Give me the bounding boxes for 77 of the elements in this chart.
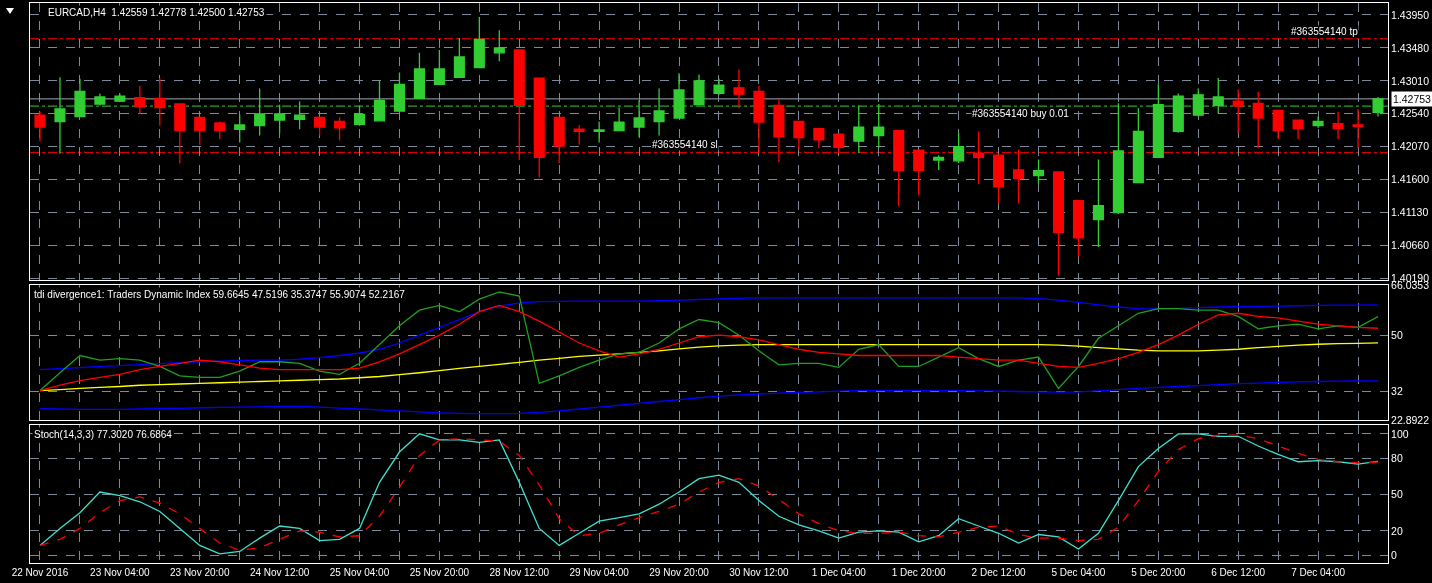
y-tick-label: 22.8922 — [1391, 413, 1430, 426]
x-tick-label: 5 Dec 04:00 — [1051, 567, 1106, 578]
chart-title: tdi divergence1: Traders Dynamic Index 59.6645 47.5196 35.3747 55.9074 52.2167 — [34, 289, 406, 300]
line-series — [39, 380, 1379, 415]
y-tick-label: 1.41600 — [1391, 173, 1430, 186]
candlestick — [114, 92, 126, 103]
y-tick-label: 80 — [1391, 451, 1403, 464]
candlestick — [1272, 109, 1284, 140]
y-tick-label: 1.42070 — [1391, 140, 1430, 153]
y-tick-label: 100 — [1391, 427, 1409, 440]
y-tick-label: 20 — [1391, 524, 1403, 537]
candlestick — [1072, 200, 1084, 258]
x-tick-label: 1 Dec 20:00 — [891, 567, 947, 578]
y-tick-label: 50 — [1391, 328, 1403, 341]
candlestick — [813, 127, 825, 149]
x-tick-label: 23 Nov 20:00 — [170, 567, 230, 578]
candlestick — [953, 132, 965, 164]
y-tick-label: 32 — [1391, 385, 1403, 398]
candlestick — [573, 124, 585, 146]
x-tick-label: 22 Nov 2016 — [11, 567, 69, 578]
ref-line-label: #363554140 tp — [1291, 26, 1359, 37]
x-tick-label: 29 Nov 04:00 — [569, 567, 630, 578]
ref-line-label: #363554140 buy 0.01 — [972, 108, 1070, 119]
x-tick-label: 1 Dec 04:00 — [811, 567, 867, 578]
candlestick — [1312, 115, 1324, 129]
chart-title: EURCAD,H4 1.42559 1.42778 1.42500 1.42753 — [48, 7, 265, 18]
x-tick-label: 2 Dec 12:00 — [971, 567, 1026, 578]
x-tick-label: 5 Dec 20:00 — [1131, 567, 1186, 578]
candlestick — [154, 77, 166, 127]
candlestick — [993, 154, 1005, 205]
candlestick — [34, 111, 46, 142]
x-tick-label: 28 Nov 12:00 — [489, 567, 550, 578]
candlestick — [1332, 111, 1344, 140]
x-tick-label: 29 Nov 20:00 — [649, 567, 710, 578]
x-tick-label: 30 Nov 12:00 — [729, 567, 790, 578]
candlestick — [1232, 88, 1244, 135]
candlestick — [1252, 91, 1264, 149]
candlestick — [793, 120, 805, 151]
candlestick — [933, 154, 945, 171]
candlestick — [593, 120, 605, 144]
candlestick — [314, 115, 326, 137]
candlestick — [893, 129, 905, 208]
y-tick-label: 1.43950 — [1391, 8, 1430, 21]
candlestick — [1292, 118, 1304, 140]
x-tick-label: 25 Nov 04:00 — [329, 567, 390, 578]
x-tick-label: 25 Nov 20:00 — [409, 567, 470, 578]
x-tick-label: 6 Dec 12:00 — [1211, 567, 1266, 578]
x-tick-label: 24 Nov 12:00 — [249, 567, 310, 578]
candlestick — [733, 68, 745, 109]
candlestick — [713, 78, 725, 96]
candlestick — [214, 120, 226, 140]
y-tick-label: 1.41130 — [1391, 206, 1429, 219]
candlestick — [1092, 158, 1104, 248]
candlestick — [1032, 158, 1045, 185]
candlestick — [234, 113, 246, 144]
y-tick-label: 1.42540 — [1391, 107, 1430, 120]
candlestick — [194, 115, 206, 146]
y-tick-label: 0 — [1391, 548, 1398, 561]
y-tick-label: 1.40660 — [1391, 239, 1430, 252]
candlestick — [453, 37, 465, 79]
candlestick — [334, 116, 346, 142]
chart-title: Stoch(14,3,3) 77.3020 76.6864 — [34, 429, 173, 440]
y-tick-label: 50 — [1391, 488, 1403, 501]
candlestick — [473, 16, 485, 69]
x-tick-label: 7 Dec 04:00 — [1291, 567, 1346, 578]
ref-line-label: 1.42753 — [1393, 93, 1432, 105]
candlestick — [1352, 108, 1364, 149]
y-tick-label: 1.43480 — [1391, 41, 1430, 54]
candlestick — [1052, 171, 1065, 277]
candlestick — [433, 49, 445, 86]
candlestick — [413, 52, 425, 100]
x-tick-label: 23 Nov 04:00 — [90, 567, 151, 578]
candlestick — [493, 29, 505, 62]
ref-line-label: #363554140 sl — [652, 139, 718, 150]
candlestick — [134, 85, 146, 115]
candlestick — [1132, 107, 1144, 184]
y-tick-label: 1.43010 — [1391, 74, 1430, 87]
